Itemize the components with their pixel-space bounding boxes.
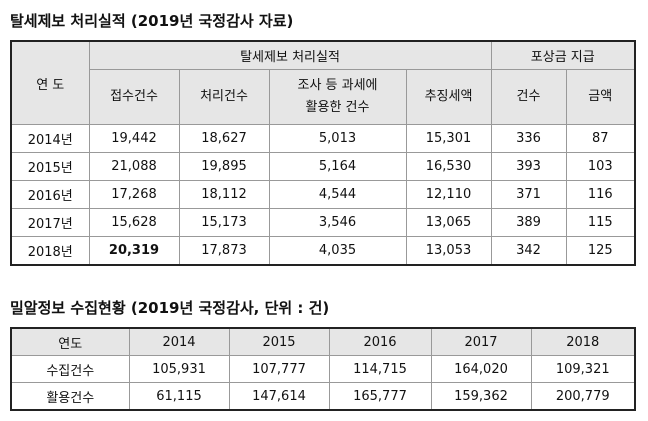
data-cell: 19,895 <box>178 152 270 181</box>
data-cell: 200,779 <box>530 382 636 411</box>
header-cell: 2016 <box>328 327 432 356</box>
data-row: 2014년 19,442 18,627 5,013 15,301 336 87 <box>10 124 636 153</box>
header-line: 조사 등 과세에 <box>297 78 378 93</box>
data-row: 2018년 20,319 17,873 4,035 13,053 342 125 <box>10 236 636 266</box>
data-row: 2016년 17,268 18,112 4,544 12,110 371 116 <box>10 180 636 209</box>
data-cell: 15,628 <box>88 208 180 237</box>
data-cell: 109,321 <box>530 355 636 383</box>
data-cell: 15,173 <box>178 208 270 237</box>
header-cell: 2015 <box>228 327 330 356</box>
data-cell: 342 <box>490 236 567 266</box>
row-header: 2017년 <box>10 208 90 237</box>
data-cell: 114,715 <box>328 355 432 383</box>
data-cell: 5,164 <box>268 152 407 181</box>
data-cell: 19,442 <box>88 124 180 153</box>
header-cell: 연 도 <box>10 40 90 125</box>
data-cell: 4,544 <box>268 180 407 209</box>
row-header: 활용건수 <box>10 382 130 411</box>
data-cell: 87 <box>565 124 636 153</box>
data-cell: 393 <box>490 152 567 181</box>
data-cell: 15,301 <box>405 124 492 153</box>
data-cell: 336 <box>490 124 567 153</box>
data-cell: 5,013 <box>268 124 407 153</box>
data-row: 수집건수 105,931 107,777 114,715 164,020 109,321 <box>10 355 636 383</box>
data-cell: 371 <box>490 180 567 209</box>
data-cell: 13,053 <box>405 236 492 266</box>
data-cell: 13,065 <box>405 208 492 237</box>
table-title: 밀알정보 수집현황 (2019년 국정감사, 단위 : 건) <box>10 299 330 317</box>
header-cell: 포상금 지급 <box>490 40 636 70</box>
data-cell: 4,035 <box>268 236 407 266</box>
header-cell: 2017 <box>430 327 532 356</box>
data-cell: 125 <box>565 236 636 266</box>
row-header: 2016년 <box>10 180 90 209</box>
header-line: 금액 <box>588 89 613 104</box>
data-cell: 389 <box>490 208 567 237</box>
data-cell: 18,112 <box>178 180 270 209</box>
data-cell: 3,546 <box>268 208 407 237</box>
data-cell: 61,115 <box>128 382 230 411</box>
header-cell: 처리건수 <box>178 69 270 125</box>
data-cell: 165,777 <box>328 382 432 411</box>
header-cell: 추징세액 <box>405 69 492 125</box>
row-header: 2018년 <box>10 236 90 266</box>
data-cell: 115 <box>565 208 636 237</box>
data-cell: 17,873 <box>178 236 270 266</box>
data-cell: 18,627 <box>178 124 270 153</box>
header-line: 추징세액 <box>424 89 473 104</box>
data-cell: 17,268 <box>88 180 180 209</box>
data-cell: 159,362 <box>430 382 532 411</box>
row-header: 2015년 <box>10 152 90 181</box>
row-header: 2014년 <box>10 124 90 153</box>
data-cell: 103 <box>565 152 636 181</box>
data-cell: 12,110 <box>405 180 492 209</box>
data-row: 활용건수 61,115 147,614 165,777 159,362 200,779 <box>10 382 636 411</box>
header-line: 처리건수 <box>200 89 248 104</box>
data-cell: 107,777 <box>228 355 330 383</box>
header-line: 활용한 건수 <box>305 100 370 115</box>
header-cell: 2014 <box>128 327 230 356</box>
data-cell: 20,319 <box>88 236 180 266</box>
data-cell: 164,020 <box>430 355 532 383</box>
table-title: 탈세제보 처리실적 (2019년 국정감사 자료) <box>10 12 294 30</box>
data-cell: 21,088 <box>88 152 180 181</box>
header-cell: 금액 <box>565 69 636 125</box>
data-row: 2015년 21,088 19,895 5,164 16,530 393 103 <box>10 152 636 181</box>
header-row: 연 도 탈세제보 처리실적 포상금 지급 <box>10 40 636 125</box>
header-cell: 2018 <box>530 327 636 356</box>
data-cell: 116 <box>565 180 636 209</box>
header-row: 연도 2014 2015 2016 2017 2018 <box>10 327 636 356</box>
header-cell: 접수건수 <box>88 69 180 125</box>
header-cell: 건수 <box>490 69 567 125</box>
header-cell: 탈세제보 처리실적 <box>88 40 492 70</box>
data-cell: 16,530 <box>405 152 492 181</box>
data-cell: 105,931 <box>128 355 230 383</box>
collection-table: 연도 2014 2015 2016 2017 2018 수집건수 105,931 107,777… <box>10 327 636 411</box>
row-header: 수집건수 <box>10 355 130 383</box>
header-cell: 연도 <box>10 327 130 356</box>
data-cell: 147,614 <box>228 382 330 411</box>
header-line: 건수 <box>516 89 541 104</box>
data-row: 2017년 15,628 15,173 3,546 13,065 389 115 <box>10 208 636 237</box>
header-line: 접수건수 <box>110 89 158 104</box>
